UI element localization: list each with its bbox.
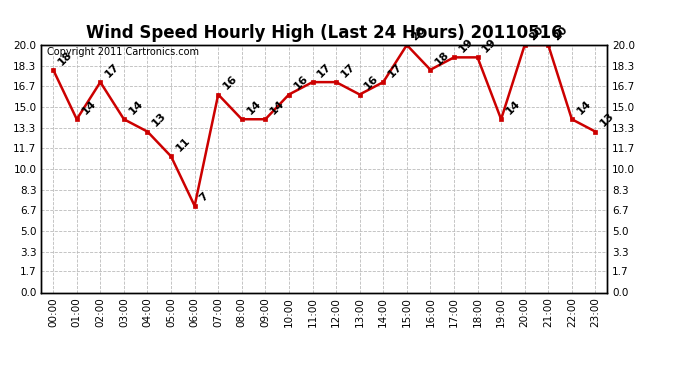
Text: 17: 17 xyxy=(315,62,333,80)
Title: Wind Speed Hourly High (Last 24 Hours) 20110516: Wind Speed Hourly High (Last 24 Hours) 2… xyxy=(86,24,562,42)
Text: 16: 16 xyxy=(292,74,310,92)
Text: 16: 16 xyxy=(362,74,381,92)
Text: 17: 17 xyxy=(339,62,357,80)
Text: Copyright 2011 Cartronics.com: Copyright 2011 Cartronics.com xyxy=(47,48,199,57)
Text: 13: 13 xyxy=(598,111,616,129)
Text: 14: 14 xyxy=(79,98,98,117)
Text: 20: 20 xyxy=(551,24,569,42)
Text: 19: 19 xyxy=(457,36,475,55)
Text: 13: 13 xyxy=(150,111,168,129)
Text: 18: 18 xyxy=(56,49,74,67)
Text: 20: 20 xyxy=(527,24,545,42)
Text: 19: 19 xyxy=(480,36,498,55)
Text: 16: 16 xyxy=(221,74,239,92)
Text: 14: 14 xyxy=(268,98,286,117)
Text: 20: 20 xyxy=(410,24,428,42)
Text: 11: 11 xyxy=(174,136,192,154)
Text: 18: 18 xyxy=(433,49,451,67)
Text: 14: 14 xyxy=(504,98,522,117)
Text: 14: 14 xyxy=(575,98,593,117)
Text: 17: 17 xyxy=(103,62,121,80)
Text: 14: 14 xyxy=(127,98,145,117)
Text: 7: 7 xyxy=(197,190,210,203)
Text: 17: 17 xyxy=(386,62,404,80)
Text: 14: 14 xyxy=(244,98,263,117)
